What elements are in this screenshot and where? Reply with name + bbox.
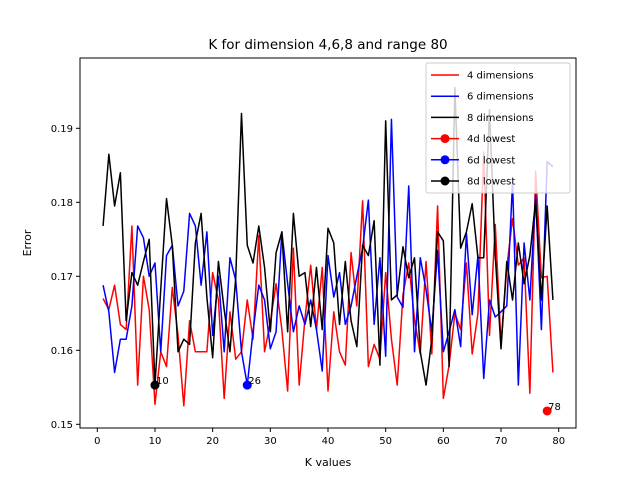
series-line-3 [102, 86, 554, 386]
lowest-label-1: 78 [548, 402, 561, 413]
legend-marker-5 [440, 155, 450, 165]
legend-box [425, 62, 571, 194]
legend-marker-6 [440, 176, 450, 186]
x-axis: 0 10 20 30 40 50 60 70 80 [94, 428, 565, 447]
legend-entry-1: 4 dimensions [467, 71, 534, 82]
lowest-label-2: 26 [248, 376, 261, 387]
y-tick-label-4: 0.18 [51, 198, 73, 209]
x-tick-label-9: 80 [552, 436, 565, 447]
legend-entry-2: 6 dimensions [467, 92, 534, 103]
x-tick-label-4: 30 [264, 436, 277, 447]
y-tick-label-2: 0.16 [51, 346, 73, 357]
x-tick-label-2: 10 [149, 436, 162, 447]
legend-entry-5: 6d lowest [467, 155, 515, 166]
y-tick-label-1: 0.15 [51, 420, 73, 431]
y-axis-label: Error [21, 229, 34, 256]
plot-lines [102, 86, 554, 407]
x-tick-label-3: 20 [206, 436, 219, 447]
legend: 4 dimensions 6 dimensions 8 dimensions 4d l… [425, 62, 571, 194]
lowest-marker-1 [542, 406, 552, 416]
series-line-1 [102, 151, 554, 407]
legend-entry-4: 4d lowest [467, 134, 515, 145]
chart-title: K for dimension 4,6,8 and range 80 [208, 37, 447, 53]
lowest-markers: 78 26 10 [150, 376, 561, 416]
legend-entry-3: 8 dimensions [467, 113, 534, 124]
lowest-marker-2 [242, 380, 252, 390]
x-tick-label-8: 70 [495, 436, 508, 447]
lowest-marker-3 [150, 380, 160, 390]
x-tick-label-5: 40 [322, 436, 335, 447]
legend-marker-4 [440, 134, 450, 144]
legend-entry-6: 8d lowest [467, 177, 515, 188]
y-tick-label-3: 0.17 [51, 272, 73, 283]
y-tick-label-5: 0.19 [51, 124, 73, 135]
x-tick-label-6: 50 [379, 436, 392, 447]
y-axis: 0.15 0.16 0.17 0.18 0.19 [51, 124, 80, 431]
x-tick-label-1: 0 [94, 436, 100, 447]
lowest-label-3: 10 [156, 376, 169, 387]
x-tick-label-7: 60 [437, 436, 450, 447]
x-axis-label: K values [305, 456, 352, 469]
